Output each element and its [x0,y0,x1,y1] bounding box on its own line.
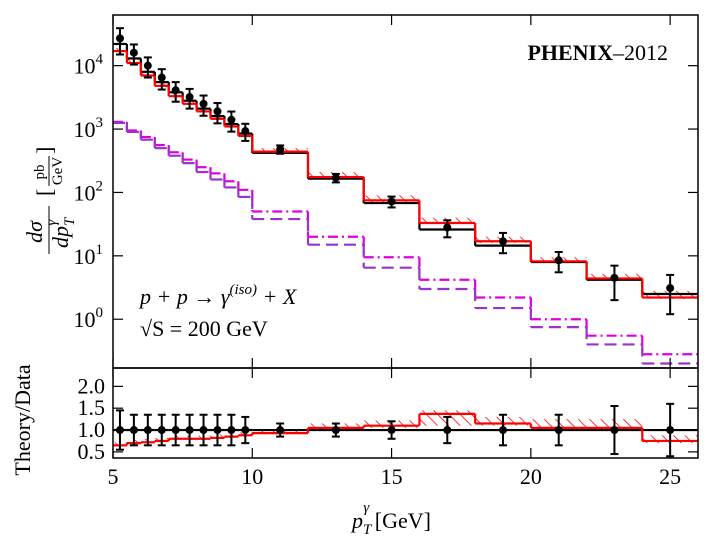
x-axis-label: pTγ [GeV] [350,500,431,538]
data-point [157,426,166,435]
data-point [443,426,452,435]
data-point [213,426,222,435]
xlabel-text: p [350,508,363,533]
y-tick-label: 2.0 [78,373,106,398]
y-tick-label: 0.5 [78,439,106,464]
data-point [171,426,180,435]
data-point [143,426,152,435]
annotation: p + p → γ(iso) + X [138,282,298,309]
y-tick-label: 101 [74,242,104,269]
y-tick-exponent: 3 [96,115,104,131]
data-point [666,284,675,293]
bracket: [ [32,189,57,196]
data-point [185,426,194,435]
bracket: ] [32,147,57,154]
x-tick-label: 15 [381,464,403,489]
panel [113,27,698,365]
data-point [276,145,285,154]
y-tick-exponent: 0 [96,305,104,321]
y-tick-exponent: 4 [96,52,104,68]
data-point [331,426,340,435]
data-point [199,426,208,435]
data-point [129,426,138,435]
y-tick-base: 10 [74,307,96,332]
y-tick-label: 103 [74,115,104,142]
data-point [387,197,396,206]
data-point [199,99,208,108]
y-tick-base: 10 [74,117,96,142]
title-bold: PHENIX [527,40,613,65]
x-tick-label: 5 [108,464,119,489]
y-tick-base: 10 [74,244,96,269]
xlabel-sub: T [363,522,373,538]
data-point [241,127,250,136]
y-tick-label: 102 [74,178,104,205]
ylabel-unit-num: pb [32,165,48,180]
xlabel-sup: γ [363,500,370,516]
ylabel-sub: T [62,216,78,226]
x-tick-label: 10 [241,464,263,489]
y-tick-exponent: 2 [96,178,104,194]
ylabel-den: dp [48,226,73,248]
y-axis-label: dσ dpTγ [ pb GeV ] [22,147,78,254]
panel [113,402,698,458]
ylabel-unit-den: GeV [50,157,66,185]
data-point [610,426,619,435]
data-point [610,273,619,282]
data-point [554,256,563,265]
axes-frame [112,367,699,459]
data-point [666,426,675,435]
x-tick-label: 25 [659,464,681,489]
y-tick-label: 104 [74,52,104,79]
data-point [171,86,180,95]
data-point [554,426,563,435]
ylabel-numerator: dσ [22,220,47,243]
data-point [276,426,285,435]
data-point [241,426,250,435]
y-tick-label: 1.5 [78,395,106,420]
y-tick-label: 100 [74,305,104,332]
ylabel-sup: γ [44,219,60,226]
y-tick-base: 10 [74,180,96,205]
annotation-text: p + p → γ [138,284,231,309]
data-point [185,93,194,102]
ratio-y-label: Theory/Data [10,364,35,475]
data-point [387,426,396,435]
annotation-sup: (iso) [230,282,258,298]
data-point [213,107,222,116]
data-point [499,426,507,435]
x-tick-label: 20 [520,464,542,489]
chart-title: PHENIX–2012 [527,40,668,65]
data-point [157,73,166,82]
y-tick-exponent: 1 [96,242,104,258]
data-point [227,426,236,435]
data-point [227,115,236,124]
data-point [129,48,138,57]
data-point [331,173,340,182]
data-point [499,237,507,246]
annotation-after: + X [257,284,298,309]
y-tick-base: 10 [74,54,96,79]
data-point [443,223,452,232]
y-tick-label: 1.0 [78,417,106,442]
annotation: √S = 200 GeV [140,316,268,341]
xlabel-after: [GeV] [369,508,431,533]
data-point [115,34,124,43]
ylabel-denominator: dpTγ [44,216,78,248]
title-rest: –2012 [612,40,668,65]
data-point [143,61,152,70]
